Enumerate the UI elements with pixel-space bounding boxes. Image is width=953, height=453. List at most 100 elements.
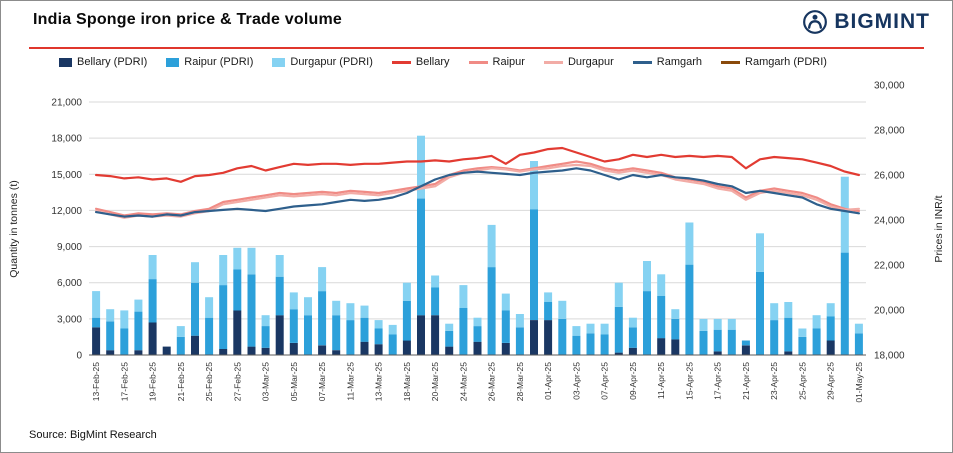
bar-segment-raipur-pdri <box>417 198 425 316</box>
bar-segment-bellary-pdri <box>784 351 793 355</box>
bar-segment-durgapur-pdri <box>205 297 214 318</box>
bar-segment-bellary-pdri <box>360 341 369 355</box>
bar-segment-bellary-pdri <box>247 346 256 355</box>
bar-segment-bellary-pdri <box>473 341 482 355</box>
bar-segment-durgapur-pdri <box>812 315 821 329</box>
x-axis-tick-label: 07-Apr-25 <box>600 362 610 400</box>
legend-item-ramgarh: Ramgarh <box>632 56 702 68</box>
x-axis-tick-label: 29-Apr-25 <box>826 362 836 400</box>
x-axis-tick-label: 17-Feb-25 <box>119 362 129 401</box>
x-axis-tick-label: 03-Apr-25 <box>571 362 581 400</box>
legend-item-durgapur: Durgapur <box>543 56 614 68</box>
x-axis-tick-label: 28-Mar-25 <box>515 362 525 401</box>
legend-label: Raipur <box>492 56 525 68</box>
x-axis-tick-label: 18-Mar-25 <box>402 362 412 401</box>
bar-segment-raipur-pdri <box>332 315 341 351</box>
bar-segment-raipur-pdri <box>120 328 129 355</box>
bar-segment-durgapur-pdri <box>586 323 595 334</box>
bar-segment-bellary-pdri <box>445 346 454 355</box>
bar-segment-raipur-pdri <box>106 321 115 351</box>
legend-item-raipur: Raipur <box>468 56 525 68</box>
bar-segment-raipur-pdri <box>657 296 666 339</box>
left-axis-title: Quantity in tonnes (t) <box>8 180 20 277</box>
bar-segment-durgapur-pdri <box>219 255 228 286</box>
bar-segment-durgapur-pdri <box>685 222 694 265</box>
bar-segment-durgapur-pdri <box>544 292 553 302</box>
bar-segment-raipur-pdri <box>176 336 185 355</box>
legend-label: Durgapur (PDRI) <box>290 56 373 68</box>
legend-label: Bellary (PDRI) <box>77 56 148 68</box>
bar-segment-bellary-pdri <box>628 347 637 355</box>
bar-segment-bellary-pdri <box>233 310 242 355</box>
bar-segment-durgapur-pdri <box>657 274 666 296</box>
bar-segment-durgapur-pdri <box>289 292 298 310</box>
bar-segment-durgapur-pdri <box>261 315 270 326</box>
bar-segment-bellary-pdri <box>92 327 101 355</box>
bar-segment-raipur-pdri <box>219 285 228 349</box>
legend-line-swatch-bellary <box>391 60 411 64</box>
bar-segment-raipur-pdri <box>643 291 651 355</box>
bar-segment-bellary-pdri <box>318 345 327 355</box>
bigmint-logo-icon <box>803 10 828 34</box>
bar-segment-raipur-pdri <box>770 320 779 355</box>
x-axis-labels: 13-Feb-25 17-Feb-25 19-Feb-25 21-Feb-25 25-F… <box>91 362 864 403</box>
left-axis-tick-label: 6,000 <box>57 278 82 289</box>
bar-segment-raipur-pdri <box>699 330 708 355</box>
x-axis-tick-label: 01-Apr-25 <box>543 362 553 400</box>
bar-segment-durgapur-pdri <box>501 293 510 311</box>
legend-label: Raipur (PDRI) <box>184 56 254 68</box>
right-axis-tick-label: 24,000 <box>874 216 905 227</box>
bar-segment-bellary-pdri <box>431 315 440 355</box>
bar-segment-durgapur-pdri <box>530 161 538 210</box>
bar-segment-durgapur-pdri <box>699 318 708 331</box>
bar-segment-durgapur-pdri <box>445 323 454 331</box>
right-axis-tick-label: 26,000 <box>874 171 905 182</box>
legend-line-swatch-ramgarh <box>632 60 652 64</box>
page-title: India Sponge iron price & Trade volume <box>33 11 342 28</box>
bar-segment-durgapur-pdri <box>92 291 101 318</box>
x-axis-tick-label: 13-Mar-25 <box>374 362 384 401</box>
bar-segment-raipur-pdri <box>671 318 680 340</box>
legend-item-durgapur-pdri: Durgapur (PDRI) <box>272 56 373 68</box>
right-axis-tick-label: 30,000 <box>874 81 905 92</box>
bar-segment-raipur-pdri <box>741 340 750 346</box>
bar-segment-durgapur-pdri <box>756 233 764 272</box>
bar-segment-durgapur-pdri <box>176 326 185 337</box>
bar-segment-bellary-pdri <box>191 335 199 355</box>
bar-segment-raipur-pdri <box>614 306 623 353</box>
x-axis-tick-label: 13-Feb-25 <box>91 362 101 401</box>
legend-label: Bellary <box>415 56 450 68</box>
left-axis-tick-label: 12,000 <box>51 206 82 217</box>
bar-segment-durgapur-pdri <box>840 176 849 253</box>
bar-segment-durgapur-pdri <box>459 285 468 308</box>
bar-segment-durgapur-pdri <box>318 267 327 292</box>
bar-segment-durgapur-pdri <box>332 300 341 316</box>
legend-item-ramgarh-pdri: Ramgarh (PDRI) <box>721 56 827 68</box>
bar-segment-raipur-pdri <box>530 209 538 320</box>
bar-segment-bellary-pdri <box>275 315 284 355</box>
legend-item-raipur-pdri: Raipur (PDRI) <box>166 56 253 68</box>
bar-segment-raipur-pdri <box>275 276 284 316</box>
bar-segment-durgapur-pdri <box>106 309 115 322</box>
x-axis-tick-label: 11-Apr-25 <box>656 362 666 399</box>
brand-logo: BIGMINT <box>802 9 930 35</box>
x-axis-tick-label: 21-Feb-25 <box>176 362 186 401</box>
bar-segment-bellary-pdri <box>402 340 411 355</box>
chart-area: 0 3,000 6,000 9,000 12,000 15,000 18,000 21,000… <box>1 77 952 417</box>
right-axis-ticks: 18,000 20,000 22,000 24,000 26,000 28,000 30,0… <box>874 81 905 362</box>
x-axis-tick-label: 24-Mar-25 <box>458 362 468 401</box>
bar-segment-durgapur-pdri <box>558 300 567 319</box>
bar-segment-bellary-pdri <box>289 343 298 355</box>
bar-segment-durgapur-pdri <box>487 224 496 268</box>
x-axis-tick-label: 15-Apr-25 <box>684 362 694 400</box>
bar-segment-durgapur-pdri <box>572 326 581 336</box>
legend-label: Durgapur <box>567 56 614 68</box>
bar-segment-raipur-pdri <box>572 335 581 355</box>
bar-segment-raipur-pdri <box>600 334 609 355</box>
bar-segment-durgapur-pdri <box>233 247 242 270</box>
bar-segment-raipur-pdri <box>784 317 793 352</box>
bar-segment-raipur-pdri <box>431 287 440 316</box>
bar-segment-bellary-pdri <box>530 320 538 355</box>
x-axis-tick-label: 07-Mar-25 <box>317 362 327 401</box>
